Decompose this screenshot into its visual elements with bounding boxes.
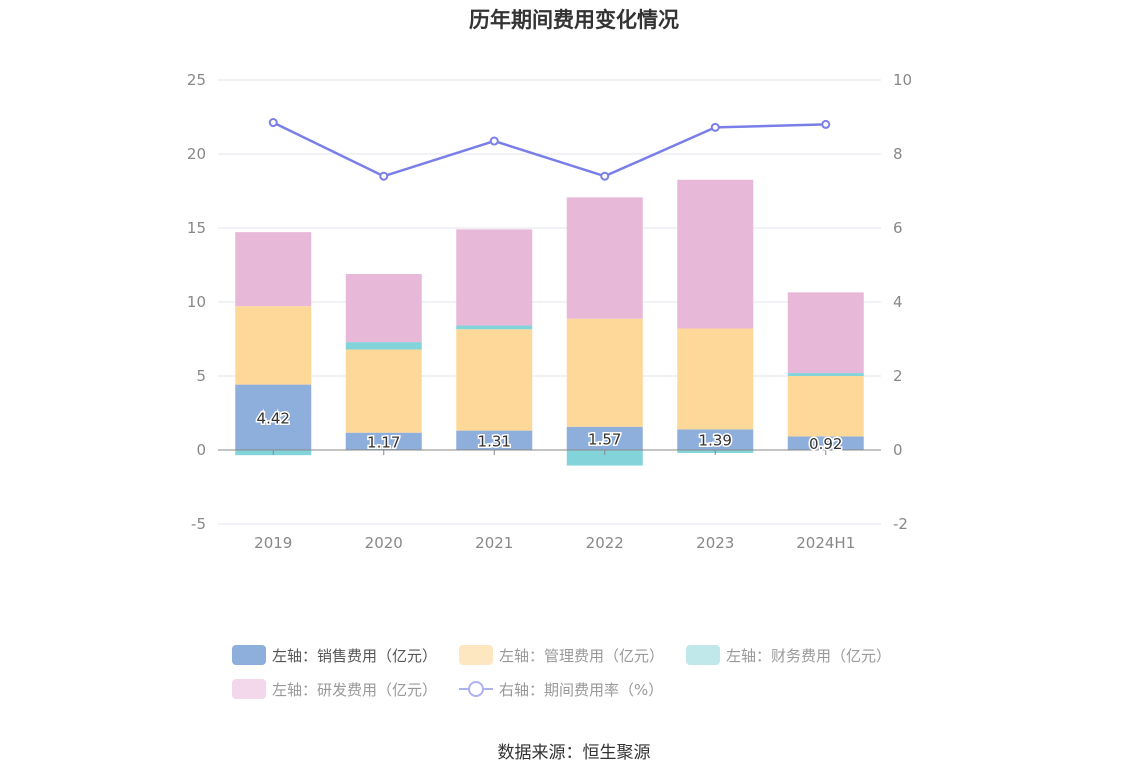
bar-segment [566, 318, 643, 427]
bar-segment [456, 430, 533, 450]
legend-label-finance: 左轴：财务费用（亿元） [726, 646, 892, 665]
x-tick-label: 2024H1 [796, 534, 855, 552]
bar-segment [787, 436, 864, 450]
x-tick-label: 2022 [586, 534, 624, 552]
legend-line-dot [468, 681, 485, 697]
legend-item-sales[interactable]: 左轴：销售费用（亿元） [232, 645, 437, 666]
y-left-tick-label: 20 [187, 145, 206, 163]
chart-title: 历年期间费用变化情况 [469, 8, 679, 32]
legend-swatch-sales [232, 645, 266, 665]
bar-segment [677, 429, 754, 450]
legend-label-sales: 左轴：销售费用（亿元） [272, 646, 438, 665]
bar-segment [566, 426, 643, 450]
bar-segment [235, 384, 312, 450]
bar-segment [456, 229, 533, 326]
legend-label-rate: 右轴：期间费用率（%） [499, 680, 664, 699]
y-right-tick-label: 10 [893, 71, 912, 89]
y-right-tick-label: 6 [893, 219, 903, 237]
legend-swatch-rnd [232, 679, 266, 699]
bar-segment [787, 292, 864, 374]
bar-segment [235, 232, 312, 307]
rate-point [600, 171, 610, 181]
x-tick-label: 2021 [475, 534, 513, 552]
bar-segment [456, 325, 533, 330]
bar-segment [787, 376, 864, 437]
legend-label-admin: 左轴：管理费用（亿元） [499, 646, 665, 665]
y-right-tick-label: -2 [893, 515, 908, 533]
y-right-tick-label: 2 [893, 367, 903, 385]
bar-segment [345, 274, 422, 343]
rate-point [489, 136, 499, 146]
bar-segment [456, 329, 533, 431]
y-left-tick-label: -5 [191, 515, 206, 533]
legend-swatch-admin [459, 645, 494, 665]
x-tick-label: 2023 [696, 534, 734, 552]
chart-legend: 左轴：销售费用（亿元） 左轴：管理费用（亿元） 左轴：财务费用（亿元） 左轴：研… [232, 638, 932, 706]
bar-segment [345, 342, 422, 350]
y-left-tick-label: 15 [187, 219, 206, 237]
legend-label-rnd: 左轴：研发费用（亿元） [272, 680, 438, 699]
y-left-tick-label: 25 [187, 71, 206, 89]
rate-point [821, 119, 831, 129]
y-right-tick-label: 0 [893, 441, 903, 459]
x-tick-label: 2020 [365, 534, 403, 552]
bar-data-label: 1.39 [699, 432, 732, 450]
bar-data-label: 4.42 [257, 409, 290, 427]
bar-data-label: 0.92 [809, 435, 842, 453]
bar-data-label: 1.31 [478, 432, 511, 450]
rate-line [272, 121, 826, 178]
bar-data-label: 1.57 [588, 430, 621, 448]
legend-item-admin[interactable]: 左轴：管理费用（亿元） [459, 645, 664, 666]
rate-point [268, 118, 278, 128]
bar-segment [345, 432, 422, 450]
legend-item-rate[interactable]: 右轴：期间费用率（%） [459, 679, 663, 700]
y-right-tick-label: 4 [893, 293, 903, 311]
bar-segment [345, 349, 422, 433]
legend-swatch-finance [686, 645, 721, 665]
bar-segment [677, 179, 754, 329]
y-left-tick-label: 0 [196, 441, 206, 459]
bar-segment [566, 197, 643, 319]
legend-item-rnd[interactable]: 左轴：研发费用（亿元） [232, 679, 437, 700]
bar-segment [677, 328, 754, 430]
bar-data-label: 1.17 [367, 433, 400, 451]
y-left-tick-label: 10 [187, 293, 206, 311]
bar-segment [235, 306, 312, 385]
x-tick-label: 2019 [254, 534, 292, 552]
y-right-tick-label: 8 [893, 145, 903, 163]
rate-point [710, 122, 720, 132]
legend-line-rate [459, 679, 494, 699]
rate-point [379, 171, 389, 181]
bar-segment [566, 450, 643, 466]
y-left-tick-label: 5 [196, 367, 206, 385]
data-source: 数据来源：恒生聚源 [497, 743, 651, 763]
legend-item-finance[interactable]: 左轴：财务费用（亿元） [686, 645, 891, 666]
bar-segment [787, 373, 864, 376]
